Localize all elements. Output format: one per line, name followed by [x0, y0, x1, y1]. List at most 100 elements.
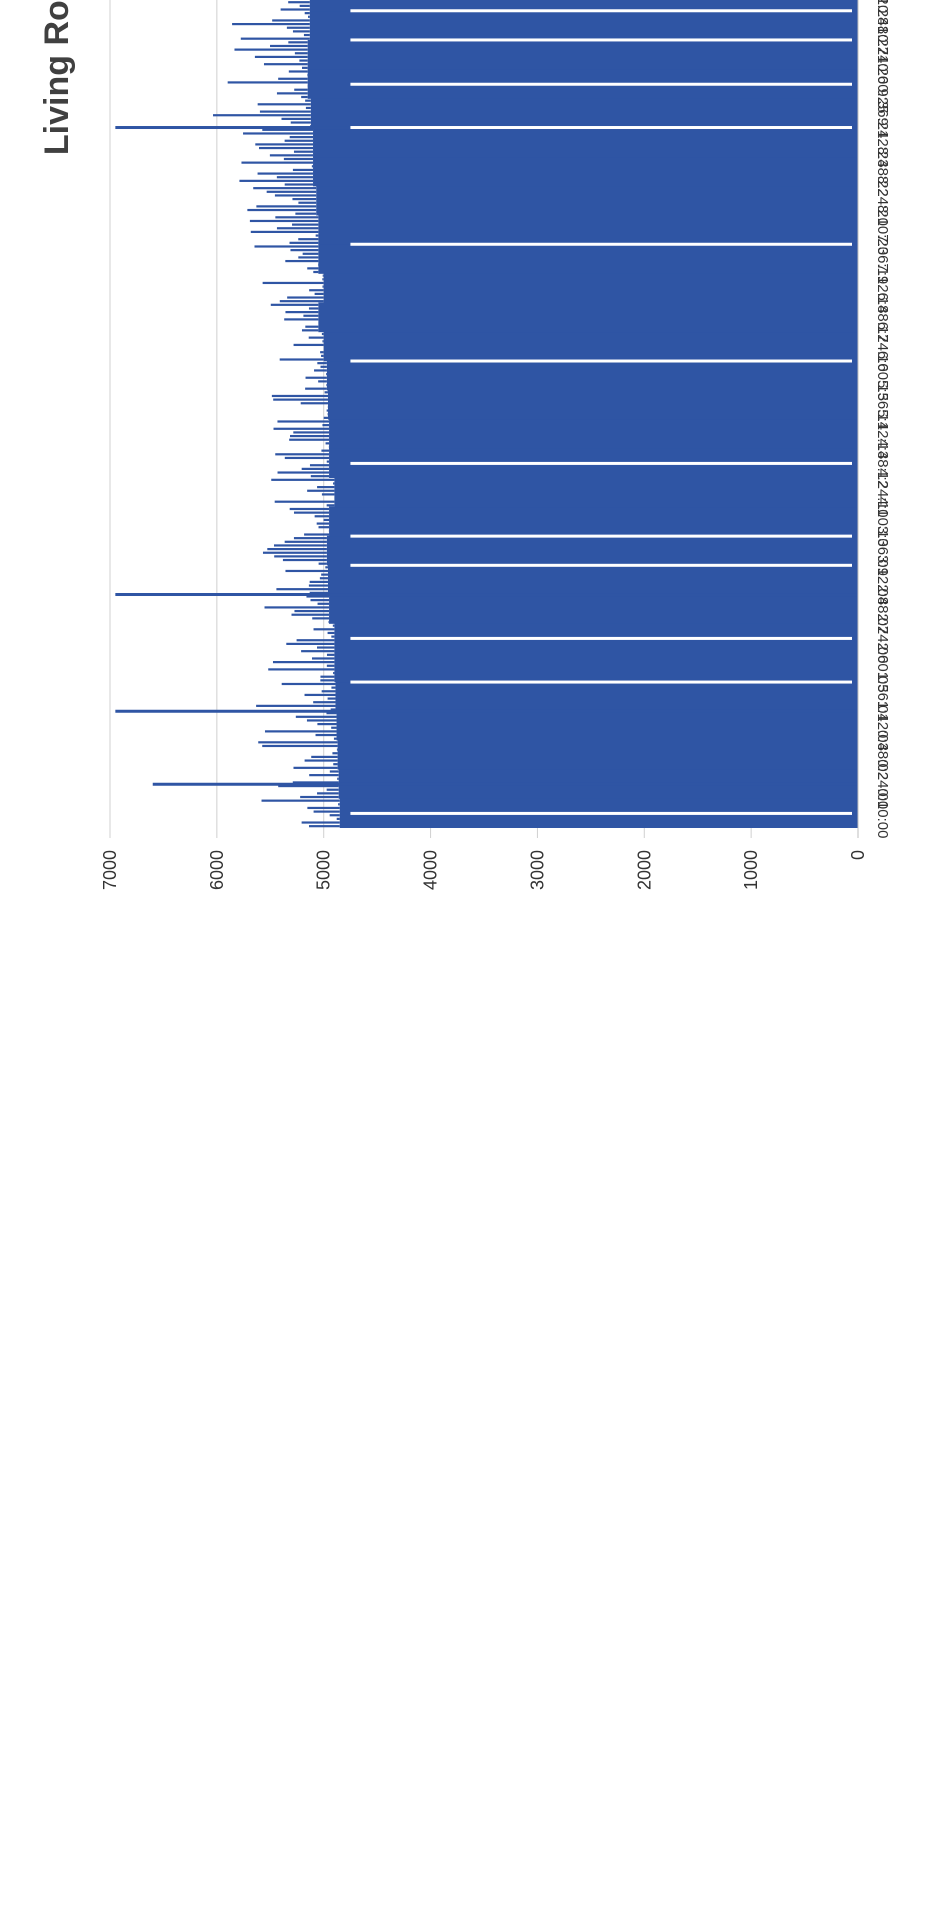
bar-line	[317, 792, 339, 795]
x-tick-label: 6:00:15	[874, 351, 891, 401]
bar-line	[311, 755, 338, 759]
gap-line	[350, 563, 852, 567]
bar-line	[315, 234, 319, 237]
bar-line	[287, 296, 324, 299]
bar-line	[337, 777, 339, 780]
bar-line	[311, 165, 314, 168]
bar-line	[254, 55, 308, 59]
bar-line	[266, 190, 317, 193]
bar-body	[329, 506, 858, 537]
spike-bar	[115, 593, 859, 597]
bar-line	[290, 249, 319, 252]
bar-line	[323, 416, 328, 419]
bar-body	[326, 360, 859, 391]
bar-line	[315, 733, 337, 737]
bar-line	[274, 194, 317, 197]
bar-line	[326, 653, 335, 656]
bar-line	[328, 620, 330, 624]
bar-line	[313, 628, 335, 631]
bar-line	[213, 114, 311, 117]
gap-line	[350, 38, 852, 42]
bar-line	[286, 26, 310, 29]
bar-line	[274, 555, 327, 558]
bar-line	[299, 4, 310, 7]
bar-body	[323, 273, 858, 303]
x-tick-label: 6:24:16	[874, 322, 891, 372]
bar-line	[313, 701, 336, 704]
bar-line	[300, 795, 339, 799]
x-tick-label: 8:48:22	[874, 147, 891, 197]
bar-line	[276, 588, 328, 591]
bar-line	[324, 391, 328, 394]
bar-line	[289, 241, 319, 244]
bar-line	[310, 475, 330, 478]
bar-body	[329, 419, 858, 449]
spike-bar	[115, 709, 859, 713]
bar-line	[298, 201, 317, 204]
y-tick-label: 2000	[634, 850, 654, 890]
bar-line	[288, 41, 308, 44]
bar-line	[301, 95, 308, 99]
bar-line	[325, 442, 330, 445]
bar-line	[314, 515, 330, 518]
bar-line	[317, 722, 337, 726]
bar-line	[298, 256, 319, 259]
bar-line	[336, 817, 340, 820]
bar-line	[305, 106, 311, 110]
bar-line	[284, 183, 314, 186]
bar-line	[311, 657, 335, 660]
bar-line	[259, 110, 311, 113]
gap-line	[350, 534, 852, 538]
bar-line	[288, 70, 308, 73]
bar-line	[271, 478, 335, 481]
bar-line	[262, 281, 324, 285]
bar-line	[329, 770, 339, 773]
bar-line	[307, 267, 319, 270]
bar-line	[243, 132, 314, 135]
bar-line	[295, 212, 317, 215]
bar-line	[301, 329, 319, 332]
bar-line	[298, 238, 319, 241]
bar-line	[296, 639, 335, 642]
x-tick-label: 10:48:27	[874, 0, 891, 55]
bar-line	[322, 285, 324, 288]
bar-line	[239, 179, 314, 182]
bar-line	[262, 551, 327, 554]
bar-line	[294, 88, 308, 91]
bar-line	[286, 642, 335, 645]
gaps-group	[350, 9, 852, 815]
bar-line	[268, 668, 335, 671]
bar-line	[275, 453, 330, 456]
bar-line	[301, 66, 308, 69]
bar-line	[302, 252, 319, 255]
bar-line	[307, 489, 335, 492]
y-tick-label: 3000	[527, 850, 547, 890]
bar-line	[320, 679, 335, 682]
bar-body	[323, 331, 858, 362]
bar-line	[278, 77, 308, 80]
y-tick-labels: 0 1000 2000 3000 4000 5000 6000 7000	[100, 850, 868, 890]
bar-line	[331, 726, 337, 729]
gap-line	[350, 126, 852, 130]
bar-line	[333, 482, 335, 485]
bar-line	[285, 259, 319, 263]
bar-line	[284, 318, 319, 321]
bar-line	[250, 230, 319, 234]
bar-line	[253, 187, 317, 190]
bar-line	[331, 635, 335, 638]
bar-line	[304, 12, 310, 15]
x-tick-label: 4:48:12	[874, 438, 891, 488]
bar-line	[264, 606, 330, 609]
gap-line	[350, 811, 852, 815]
x-tick-label: 8:24:21	[874, 176, 891, 226]
bar-line	[308, 15, 310, 18]
bars-group	[213, 0, 859, 828]
bar-line	[329, 814, 340, 817]
bar-line	[322, 424, 330, 427]
bar-line	[313, 270, 319, 274]
bar-line	[292, 223, 319, 226]
bar-line	[308, 336, 324, 339]
bar-line	[301, 821, 340, 824]
bar-line	[319, 577, 328, 580]
